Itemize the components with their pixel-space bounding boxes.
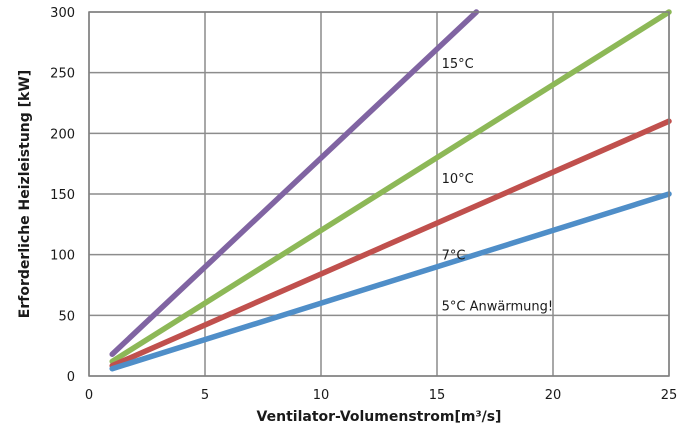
x-tick-label: 0 bbox=[85, 388, 93, 403]
y-tick-label: 300 bbox=[50, 6, 75, 21]
annotation-label: 15°C bbox=[442, 57, 474, 72]
annotation-label: 10°C bbox=[442, 172, 474, 187]
y-tick-label: 0 bbox=[67, 370, 75, 385]
annotation-label: 5°C Anwärmung! bbox=[442, 300, 553, 315]
x-tick-label: 5 bbox=[201, 388, 209, 403]
y-tick-label: 200 bbox=[50, 127, 75, 142]
x-axis-title: Ventilator-Volumenstrom[m³/s] bbox=[257, 409, 502, 425]
plot-frame bbox=[88, 11, 670, 377]
y-axis-title: Erforderliche Heizleistung [kW] bbox=[17, 70, 33, 318]
series-group bbox=[109, 9, 672, 372]
y-tick-label: 150 bbox=[50, 188, 75, 203]
x-tick-label: 10 bbox=[313, 388, 330, 403]
x-tick-label: 15 bbox=[429, 388, 446, 403]
x-tick-label: 25 bbox=[661, 388, 678, 403]
annotations: 15°C 10°C 7°C 5°C Anwärmung! bbox=[442, 57, 553, 315]
y-tick-label: 250 bbox=[50, 67, 75, 82]
series-line-2 bbox=[109, 118, 672, 369]
series-line-1 bbox=[109, 9, 672, 365]
x-tick-label: 20 bbox=[545, 388, 562, 403]
y-tick-label: 100 bbox=[50, 249, 75, 264]
series-line-0 bbox=[109, 9, 480, 357]
y-tick-label: 50 bbox=[58, 309, 75, 324]
x-tick-labels: 0 5 10 15 20 25 bbox=[85, 388, 677, 403]
annotation-label: 7°C bbox=[442, 249, 466, 264]
series-line-3 bbox=[109, 191, 672, 372]
y-tick-labels: 0 50 100 150 200 250 300 bbox=[50, 6, 75, 385]
